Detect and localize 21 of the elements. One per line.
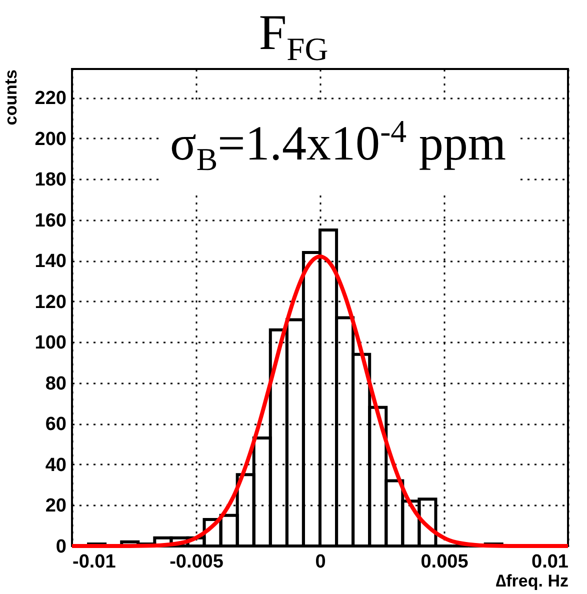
y-tick-label: 220: [34, 88, 66, 110]
y-tick-label: 160: [34, 210, 66, 232]
x-tick-label: -0.01: [72, 552, 116, 572]
y-tick-label: 40: [45, 454, 66, 476]
y-tick-label: 60: [45, 414, 66, 436]
y-tick-label: 120: [34, 292, 66, 313]
y-tick-label: 180: [34, 170, 66, 191]
y-tick-label: 80: [45, 373, 66, 394]
x-tick-label: 0.005: [420, 552, 469, 572]
y-tick-label: 0: [56, 536, 66, 558]
y-tick-label: 200: [34, 128, 66, 150]
y-axis-title: counts: [2, 70, 20, 126]
x-tick-label: 0: [315, 552, 326, 572]
y-tick-label: 100: [34, 332, 66, 354]
y-tick-label: 140: [34, 251, 66, 272]
annotation: σ$_{B}$=1.4x10$^{-4}$ ppm: [160, 100, 516, 192]
x-tick-label: 0.01: [532, 552, 569, 572]
x-tick-label: -0.005: [170, 552, 224, 572]
y-tick-label: 20: [45, 496, 66, 517]
x-axis-title: ∆freq. Hz: [496, 572, 568, 590]
chart-title: F$_{FG}$: [258, 4, 328, 68]
